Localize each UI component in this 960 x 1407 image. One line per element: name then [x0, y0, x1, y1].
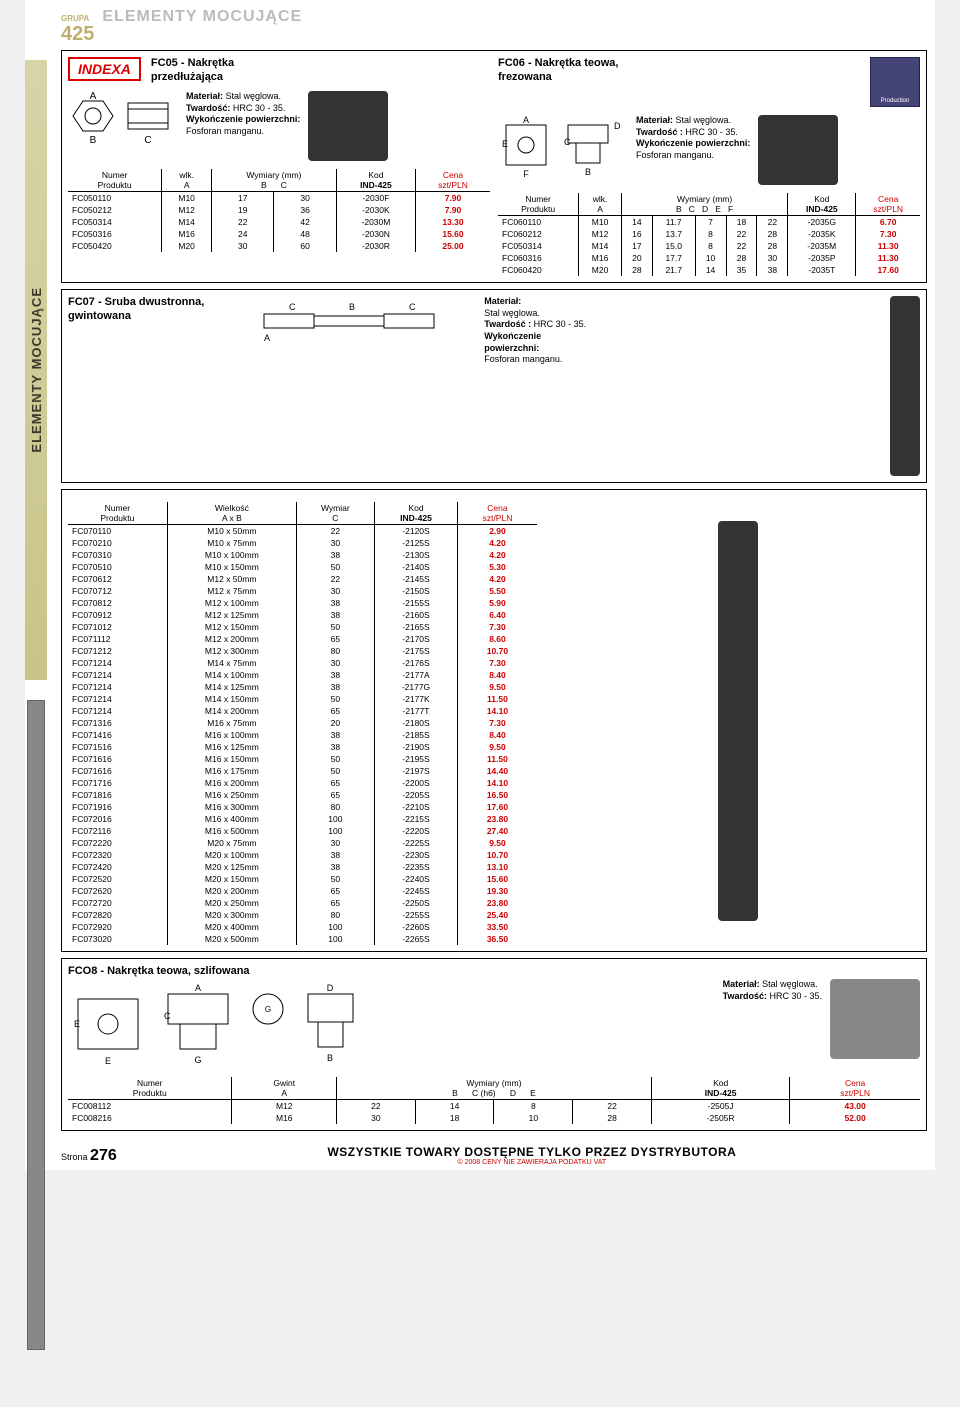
group-header: GRUPA 425 ELEMENTY MOCUJĄCE — [61, 8, 927, 46]
svg-text:C: C — [564, 137, 571, 147]
sidebar-thumbnail — [27, 700, 45, 1350]
svg-text:E: E — [74, 1019, 80, 1029]
fc08-box: FCO8 - Nakrętka teowa, szlifowana EEACGG… — [61, 958, 927, 1131]
fc08-diagrams: E E A C G G D B — [68, 979, 368, 1069]
svg-text:C: C — [144, 135, 151, 146]
fc06-material: Materiał: Stal węglowa. Twardość : HRC 3… — [636, 115, 750, 162]
fc07-diagram: A C B C — [254, 296, 454, 346]
fc08-table: NumerProduktu GwintA Wymiary (mm)B C (h6… — [68, 1077, 920, 1124]
fc08-material: Materiał: Stal węglowa. Twardość: HRC 30… — [723, 979, 822, 1002]
svg-text:A: A — [90, 91, 97, 102]
production-badge: Production — [870, 57, 920, 107]
svg-text:A: A — [523, 115, 529, 125]
svg-text:A: A — [195, 983, 201, 993]
indexa-logo: INDEXA — [68, 57, 141, 81]
fc05-material: Materiał: Stal węglowa. Twardość: HRC 30… — [186, 91, 300, 138]
fc05-fc06-box: INDEXA FC05 - Nakrętka przedłużająca ABC… — [61, 50, 927, 283]
fc06-table: NumerProduktu wlk.A Wymiary (mm)B C D E … — [498, 193, 920, 276]
fc05-photo — [308, 91, 388, 161]
fc05-diagrams: A B C — [68, 91, 178, 151]
sidebar-tab: ELEMENTY MOCUJĄCE — [25, 60, 47, 680]
svg-text:A: A — [264, 333, 270, 343]
fc07-photo — [890, 296, 920, 476]
svg-text:E: E — [105, 1056, 111, 1066]
svg-text:B: B — [327, 1053, 333, 1063]
svg-text:C: C — [289, 302, 296, 312]
page-footer: Strona 276 WSZYSTKIE TOWARY DOSTĘPNE TYL… — [61, 1141, 927, 1170]
svg-text:B: B — [349, 302, 355, 312]
fc08-photo — [830, 979, 920, 1059]
svg-text:E: E — [502, 139, 508, 149]
fc07-material: Materiał:Stal węglowa. Twardość : HRC 30… — [484, 296, 586, 366]
svg-text:G: G — [194, 1055, 201, 1065]
fc05-table: NumerProduktu wlk.A Wymiary (mm)B C KodI… — [68, 169, 490, 252]
fc07-photo-large — [718, 521, 758, 921]
sidebar-label: ELEMENTY MOCUJĄCE — [29, 287, 44, 453]
svg-text:B: B — [585, 167, 591, 177]
svg-text:C: C — [409, 302, 416, 312]
svg-text:F: F — [523, 169, 529, 179]
svg-text:C: C — [164, 1011, 171, 1021]
fc07-table-box: NumerProduktu WielkośćA x B WymiarC KodI… — [61, 489, 927, 952]
fc06-diagrams: E A F D C B — [498, 115, 628, 185]
svg-text:D: D — [614, 121, 621, 131]
fc07-box: FC07 - Sruba dwustronna, gwintowana ACBC… — [61, 289, 927, 483]
svg-text:D: D — [327, 983, 334, 993]
svg-text:B: B — [90, 135, 97, 146]
fc07-table: NumerProduktu WielkośćA x B WymiarC KodI… — [68, 502, 537, 945]
svg-text:G: G — [265, 1005, 271, 1014]
fc06-photo — [758, 115, 838, 185]
